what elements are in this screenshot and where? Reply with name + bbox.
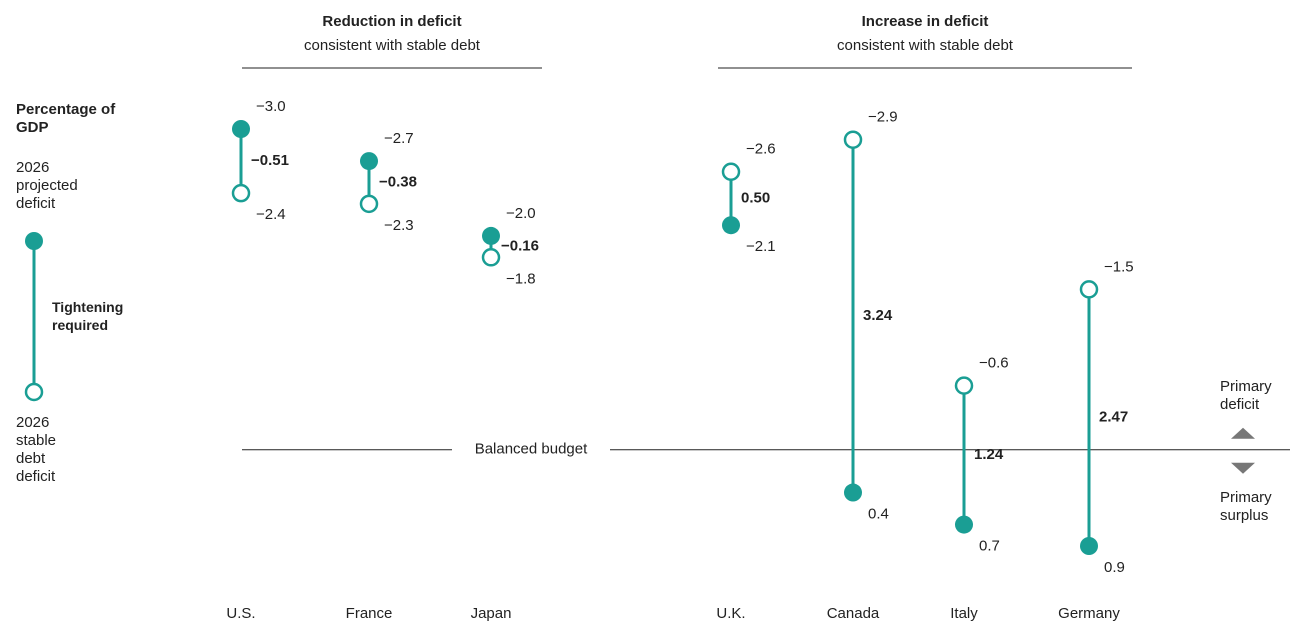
value-label: 0.9 (1104, 559, 1125, 576)
projected-dot (722, 216, 740, 235)
arrow-up (1231, 427, 1255, 439)
value-label: −2.9 (868, 109, 898, 126)
difference-label: 3.24 (863, 307, 893, 324)
value-label: −2.7 (384, 130, 414, 147)
value-label: −1.5 (1104, 258, 1134, 275)
x-tick-label: France (346, 605, 393, 622)
value-label: −2.4 (256, 206, 286, 223)
projected-dot (360, 152, 378, 171)
projected-dot (955, 515, 973, 534)
projected-dot (844, 483, 862, 502)
x-tick-label: Germany (1058, 605, 1120, 622)
x-tick-label: Italy (950, 605, 978, 622)
legend-stable: 2026 stable debt deficit (16, 414, 57, 485)
group-title: Reduction in deficit (322, 13, 461, 30)
value-label: −2.3 (384, 217, 414, 234)
stable-dot (359, 194, 379, 214)
group-subtitle: consistent with stable debt (304, 37, 481, 54)
legend-filled-dot (25, 232, 43, 250)
legend-open-dot (24, 382, 44, 402)
value-label: −3.0 (256, 98, 286, 115)
difference-label: 0.50 (741, 189, 770, 206)
group-subtitle: consistent with stable debt (837, 37, 1014, 54)
below-label: Primary surplus (1220, 489, 1272, 524)
x-tick-label: U.S. (226, 605, 255, 622)
projected-dot (232, 120, 250, 138)
x-tick-label: Canada (827, 605, 880, 622)
value-label: −2.1 (746, 238, 776, 255)
stable-dot (481, 248, 501, 267)
projected-dot (1080, 537, 1098, 555)
value-label: −0.6 (979, 355, 1009, 372)
stable-dot (843, 130, 863, 149)
difference-label: −0.51 (251, 152, 289, 169)
baseline-label: Balanced budget (475, 441, 588, 458)
value-label: 0.7 (979, 538, 1000, 555)
above-label: Primary deficit (1220, 378, 1272, 413)
x-tick-label: Japan (471, 605, 512, 622)
value-label: −2.0 (506, 205, 536, 222)
x-tick-label: U.K. (716, 605, 745, 622)
stable-dot (1079, 280, 1099, 299)
value-label: −2.6 (746, 141, 776, 158)
group-title: Increase in deficit (862, 13, 989, 30)
legend-connector: Tightening required (52, 299, 124, 333)
stable-dot (231, 183, 251, 203)
difference-label: 2.47 (1099, 409, 1128, 426)
difference-label: 1.24 (974, 446, 1004, 463)
value-label: −1.8 (506, 270, 536, 287)
projected-dot (482, 226, 500, 245)
stable-dot (954, 376, 974, 395)
unit-label: Percentage of GDP (16, 101, 116, 136)
legend-projected: 2026 projected deficit (16, 159, 78, 212)
value-label: 0.4 (868, 506, 889, 523)
arrow-down (1231, 462, 1255, 474)
difference-label: −0.16 (501, 238, 539, 255)
stable-dot (721, 162, 741, 182)
difference-label: −0.38 (379, 173, 417, 190)
